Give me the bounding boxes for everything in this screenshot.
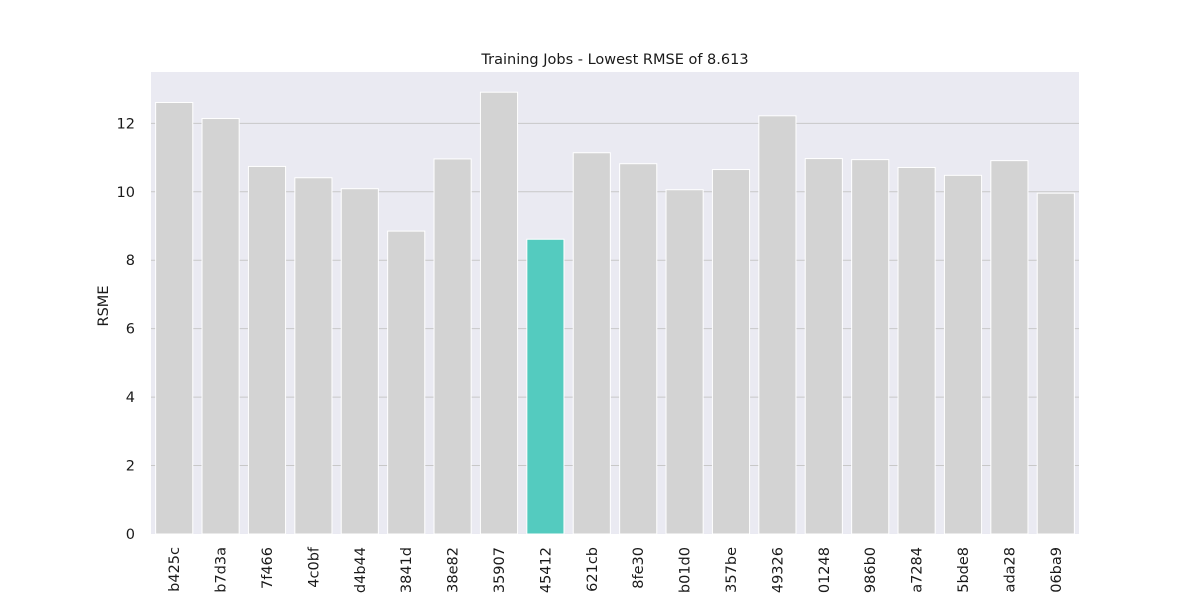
- bar-35907: [479, 91, 519, 535]
- plot-area: [151, 72, 1079, 534]
- x-tick-label: d4b44: [353, 547, 369, 593]
- x-tick-label: 01248: [817, 547, 833, 593]
- y-tick-label: 6: [126, 322, 135, 338]
- x-tick-label: 49326: [770, 547, 786, 593]
- y-axis-ticks: 0 2 4 6 8 10 12: [117, 116, 135, 543]
- bar-4c0bf: [294, 177, 333, 535]
- x-tick-label: 4c0bf: [306, 546, 322, 588]
- y-tick-label: 12: [117, 116, 135, 132]
- y-tick-label: 0: [126, 527, 135, 543]
- x-tick-label: 45412: [538, 547, 554, 593]
- x-tick-label: 5bde8: [956, 547, 972, 593]
- x-tick-label: 8fe30: [631, 547, 647, 589]
- bar-3841d: [387, 230, 426, 535]
- x-tick-label: 3841d: [399, 547, 415, 593]
- bar-a7284: [897, 166, 936, 535]
- x-tick-label: b425c: [167, 547, 183, 592]
- bar-d4b44: [340, 188, 379, 535]
- bar-ada28: [990, 160, 1029, 535]
- x-tick-label: 621cb: [585, 547, 601, 592]
- x-tick-label: 35907: [492, 547, 508, 593]
- x-tick-label: ada28: [1002, 547, 1018, 592]
- x-axis-ticks: b425c b7d3a 7f466 4c0bf d4b44 3841d 38e82 35907…: [167, 546, 1065, 593]
- bar-357be: [711, 169, 751, 535]
- x-tick-label: 986b0: [863, 547, 879, 593]
- bar-b01d0: [665, 189, 704, 535]
- bar-5bde8: [943, 174, 983, 535]
- bar-7f466: [247, 165, 287, 535]
- x-tick-label: 357be: [724, 547, 740, 593]
- bar-45412: [526, 238, 565, 535]
- x-tick-label: 06ba9: [1049, 547, 1065, 593]
- bar-01248: [804, 158, 843, 535]
- x-tick-label: b01d0: [678, 547, 694, 593]
- x-tick-label: a7284: [910, 547, 926, 593]
- bar-b7d3a: [201, 118, 240, 535]
- bar-06ba9: [1036, 192, 1075, 535]
- bar-b425c: [155, 101, 194, 535]
- y-tick-label: 8: [126, 253, 135, 269]
- y-tick-label: 4: [126, 390, 135, 406]
- bar-49326: [758, 115, 797, 535]
- y-tick-label: 10: [117, 185, 135, 201]
- bar-38e82: [433, 158, 472, 535]
- x-tick-label: b7d3a: [214, 547, 230, 593]
- bar-621cb: [572, 152, 611, 535]
- chart-title: Training Jobs - Lowest RMSE of 8.613: [480, 52, 748, 68]
- y-tick-label: 2: [126, 459, 135, 475]
- x-tick-label: 7f466: [260, 547, 276, 589]
- y-axis-label: RSME: [96, 286, 112, 327]
- bar-986b0: [851, 159, 890, 535]
- x-tick-label: 38e82: [446, 547, 462, 593]
- bar-8fe30: [619, 163, 658, 535]
- bar-group: [155, 91, 1075, 535]
